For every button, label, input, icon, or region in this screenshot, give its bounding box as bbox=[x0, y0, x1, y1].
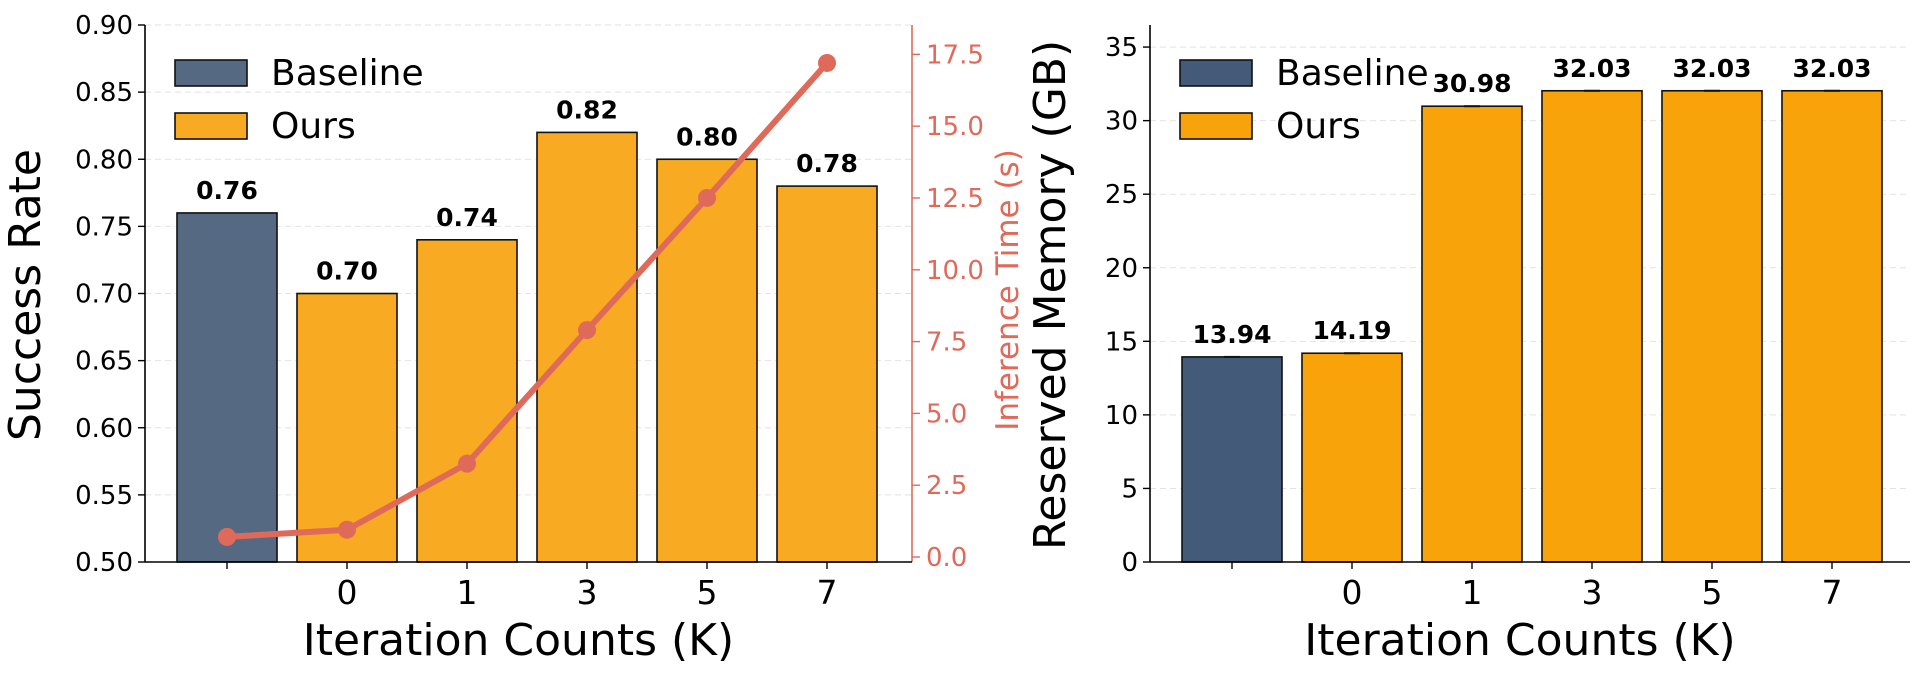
bar-ours bbox=[1661, 89, 1763, 563]
legend-label: Ours bbox=[1276, 106, 1361, 147]
y-tick-label: 5 bbox=[1121, 474, 1138, 504]
bar-baseline bbox=[176, 212, 278, 563]
y-tick-label: 0.60 bbox=[75, 414, 133, 444]
bar-value-label: 32.03 bbox=[1552, 54, 1631, 83]
legend-label: Ours bbox=[271, 106, 356, 147]
inference-time-line bbox=[224, 59, 830, 540]
right-y-tick-label: 12.5 bbox=[926, 184, 984, 214]
y-tick-label: 20 bbox=[1105, 254, 1138, 284]
bar-ours bbox=[1301, 352, 1403, 563]
bar-value-label: 0.70 bbox=[316, 257, 378, 286]
inference-time-point bbox=[338, 520, 356, 539]
inference-time-point bbox=[818, 53, 836, 72]
bar-value-label: 32.03 bbox=[1672, 54, 1751, 83]
y-tick-label: 0.50 bbox=[75, 548, 133, 578]
x-tick-label: 5 bbox=[697, 573, 718, 612]
right-y-tick-label: 10.0 bbox=[926, 256, 984, 286]
bar-ours bbox=[536, 131, 638, 563]
bar-value-label: 14.19 bbox=[1312, 316, 1391, 345]
legend-swatch-baseline bbox=[1179, 59, 1253, 87]
y-tick-label: 25 bbox=[1105, 180, 1138, 210]
x-tick-label: 5 bbox=[1702, 573, 1723, 612]
bar-ours bbox=[296, 292, 398, 563]
right-y-tick-label: 0.0 bbox=[926, 543, 967, 573]
x-tick-label: 0 bbox=[1342, 573, 1363, 612]
right-y-tick-label: 15.0 bbox=[926, 112, 984, 142]
y-axis-title: Reserved Memory (GB) bbox=[1025, 40, 1076, 550]
bar-value-label: 0.82 bbox=[556, 95, 618, 124]
x-axis-title: Iteration Counts (K) bbox=[1304, 615, 1735, 666]
y-tick-label: 35 bbox=[1105, 33, 1138, 63]
x-tick-label: 7 bbox=[817, 573, 838, 612]
bar-ours bbox=[416, 239, 518, 563]
y-tick-label: 0.90 bbox=[75, 11, 133, 41]
y-tick-label: 0.70 bbox=[75, 280, 133, 310]
bar-value-label: 0.74 bbox=[436, 203, 498, 232]
bar-ours bbox=[776, 185, 878, 563]
bar-value-label: 32.03 bbox=[1792, 54, 1871, 83]
legend-label: Baseline bbox=[1276, 53, 1429, 94]
legend-swatch-baseline bbox=[174, 59, 248, 87]
y-tick-label: 0 bbox=[1121, 548, 1138, 578]
y-axis-title: Success Rate bbox=[0, 149, 51, 441]
bar-value-label: 0.80 bbox=[676, 122, 738, 151]
inference-time-point bbox=[458, 454, 476, 473]
bar-ours bbox=[1781, 89, 1883, 563]
y-tick-label: 0.85 bbox=[75, 78, 133, 108]
right-y-tick-label: 17.5 bbox=[926, 40, 984, 70]
bar-ours bbox=[1421, 105, 1523, 563]
y-tick-label: 10 bbox=[1105, 401, 1138, 431]
bar-value-label: 0.78 bbox=[796, 149, 858, 178]
inference-time-point bbox=[578, 321, 596, 340]
inference-time-point bbox=[698, 188, 716, 207]
y-tick-label: 15 bbox=[1105, 327, 1138, 357]
y-tick-label: 0.80 bbox=[75, 145, 133, 175]
right-axis-title: Inference Time (s) bbox=[990, 149, 1026, 431]
bar-baseline bbox=[1181, 356, 1283, 563]
x-tick-label: 0 bbox=[337, 573, 358, 612]
legend-swatch-ours bbox=[1179, 112, 1253, 140]
bar-ours bbox=[656, 158, 758, 563]
y-tick-label: 0.65 bbox=[75, 347, 133, 377]
bar-value-label: 30.98 bbox=[1432, 69, 1511, 98]
success-rate-chart: 0.50 0.55 0.60 0.65 0.70 0.75 0.80 0.85 0.90 0.76… bbox=[0, 11, 1026, 666]
y-tick-label: 30 bbox=[1105, 107, 1138, 137]
y-tick-label: 0.55 bbox=[75, 481, 133, 511]
bar-value-label: 0.76 bbox=[196, 176, 258, 205]
inference-time-point bbox=[218, 527, 236, 546]
x-tick-label: 3 bbox=[577, 573, 598, 612]
right-y-tick-label: 5.0 bbox=[926, 399, 967, 429]
x-tick-label: 7 bbox=[1822, 573, 1843, 612]
legend-swatch-ours bbox=[174, 112, 248, 140]
right-y-tick-label: 2.5 bbox=[926, 471, 967, 501]
x-tick-label: 1 bbox=[457, 573, 478, 612]
x-tick-label: 1 bbox=[1462, 573, 1483, 612]
bar-value-label: 13.94 bbox=[1192, 320, 1271, 349]
legend-label: Baseline bbox=[271, 53, 424, 94]
reserved-memory-chart: 0 5 10 15 20 25 30 35 13.94 14.19 0 30.98 1 32.03 3 32.… bbox=[1025, 25, 1910, 666]
x-axis-title: Iteration Counts (K) bbox=[303, 615, 734, 666]
y-tick-label: 0.75 bbox=[75, 212, 133, 242]
x-tick-label: 3 bbox=[1582, 573, 1603, 612]
right-y-tick-label: 7.5 bbox=[926, 328, 967, 358]
bar-ours bbox=[1541, 89, 1643, 563]
